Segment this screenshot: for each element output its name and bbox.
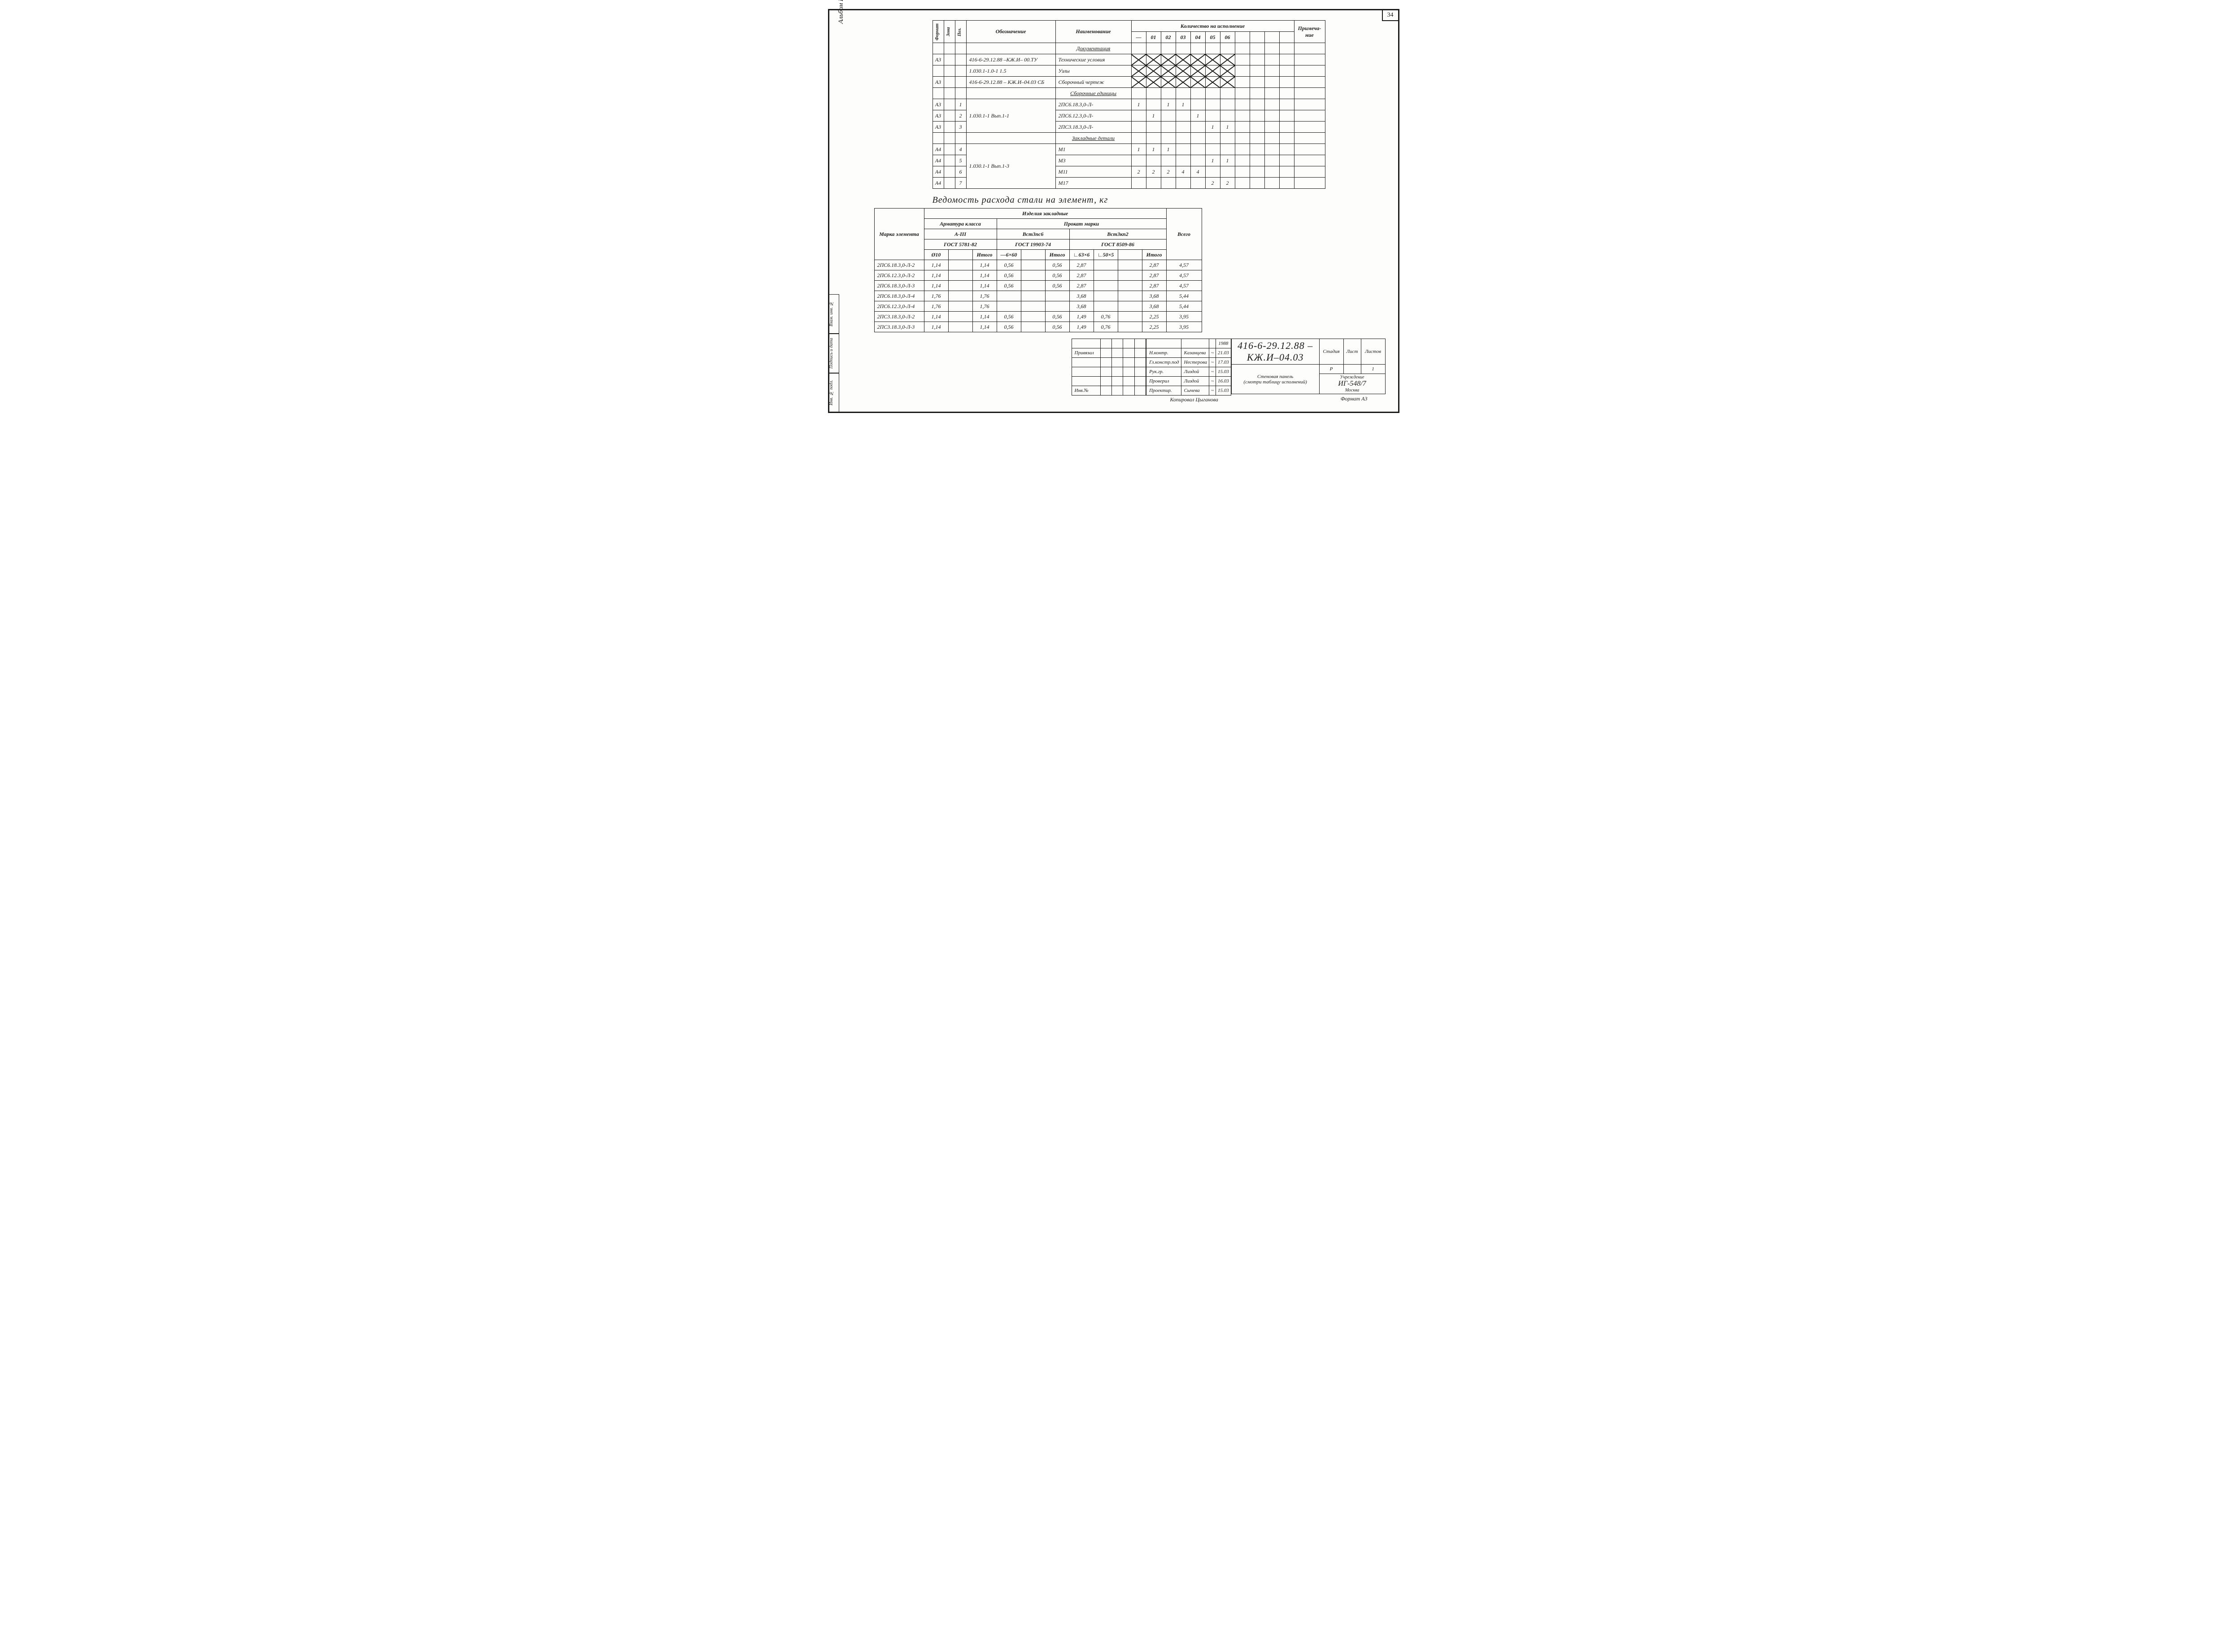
marka-cell: 2ПС6.12.3,0-Л-4 xyxy=(874,301,924,312)
year: 1988 xyxy=(1216,339,1231,348)
marka-cell: 2ПС3.18.3,0-Л-2 xyxy=(874,312,924,322)
doc-name2: (смотри таблицу исполнений) xyxy=(1233,379,1317,385)
v-list xyxy=(1343,365,1361,374)
h-listov: Листов xyxy=(1361,339,1385,365)
stamp-cell: Взам. инв. № xyxy=(828,294,839,334)
steel-row: 2ПС3.18.3,0-Л-21,141,140,560,561,490,762… xyxy=(874,312,1202,322)
col-oboz: Обозначение xyxy=(966,21,1055,43)
col-b60: —6×60 xyxy=(997,250,1021,260)
col-gostps: ГОСТ 19903-74 xyxy=(997,239,1069,250)
qty-col-head: 05 xyxy=(1205,32,1220,43)
col-it1: Итого xyxy=(972,250,997,260)
h-list: Лист xyxy=(1343,339,1361,365)
steel-row: 2ПС6.18.3,0-Л-21,141,140,560,562,872,874… xyxy=(874,260,1202,270)
spec-row: Документация xyxy=(933,43,1325,54)
col-l50: ∟50×5 xyxy=(1094,250,1118,260)
qty-col-head: 01 xyxy=(1146,32,1161,43)
stamp-cell: Подпись и дата xyxy=(828,334,839,373)
doc-name1: Стеновая панель xyxy=(1233,374,1317,379)
copied-by: Копировал Цыганова xyxy=(1170,396,1218,403)
col-it3: Итого xyxy=(1142,250,1166,260)
page-number: 34 xyxy=(1382,9,1399,21)
signature-row: Гл.констр.подНестерова~17.03 xyxy=(1146,358,1231,367)
col-prokat: Прокат марки xyxy=(997,219,1166,229)
qty-col-head: 04 xyxy=(1190,32,1205,43)
h-stadia: Стадия xyxy=(1319,339,1343,365)
col-zona: Зона xyxy=(946,22,953,41)
h-org: Учреждение xyxy=(1321,375,1383,380)
col-gostkp: ГОСТ 8509-86 xyxy=(1069,239,1166,250)
marka-cell: 2ПС6.18.3,0-Л-2 xyxy=(874,260,924,270)
v-city: Москва xyxy=(1321,388,1383,393)
signatures-grid: 1988 Н.контр.Казанцева~21.03Гл.констр.по… xyxy=(1146,339,1231,396)
spec-row: А311.030.1-1 Вып.1-12ПС6.18.3,0-Л-111 xyxy=(933,99,1325,110)
steel-row: 2ПС3.18.3,0-Л-31,141,140,560,561,490,762… xyxy=(874,322,1202,332)
signature-row: ПроверилЛиздой~16.03 xyxy=(1146,377,1231,386)
steel-statement-title: Ведомость расхода стали на элемент, кг xyxy=(933,195,1386,205)
col-marka: Марка элемента xyxy=(874,209,924,260)
steel-row: 2ПС6.18.3,0-Л-41,761,763,683,685,44 xyxy=(874,291,1202,301)
steel-table: Марка элемента Изделия закладные Всего А… xyxy=(874,208,1202,332)
col-it2: Итого xyxy=(1045,250,1069,260)
priv-label: Привязал xyxy=(1072,348,1100,358)
marka-cell: 2ПС6.12.3,0-Л-2 xyxy=(874,270,924,281)
steel-head: Марка элемента Изделия закладные Всего А… xyxy=(874,209,1202,260)
steel-row: 2ПС6.12.3,0-Л-41,761,763,683,685,44 xyxy=(874,301,1202,312)
col-format: Формат xyxy=(935,22,942,41)
col-arm: Арматура класса xyxy=(924,219,997,229)
left-binding-stamp: Инв. № подл. Подпись и дата Взам. инв. № xyxy=(828,294,839,413)
col-vsego: Всего xyxy=(1166,209,1202,260)
signature-row: Проектир.Сычева~15.03 xyxy=(1146,386,1231,396)
col-naim: Наименование xyxy=(1055,21,1131,43)
spec-head: Формат Зона Поз. Обозначение Наименовани… xyxy=(933,21,1325,43)
spec-row: Сборочные единицы xyxy=(933,88,1325,99)
spec-row: А3416-6-29.12.88 – КЖ.И–04.03 СБСборочны… xyxy=(933,77,1325,88)
spec-row: А441.030.1-1 Вып.1-3М1111 xyxy=(933,144,1325,155)
drawing-sheet: 34 Альбом IV Инв. № подл. Подпись и дата… xyxy=(828,9,1399,413)
qty-col-head: 06 xyxy=(1220,32,1235,43)
v-stadia: Р xyxy=(1319,365,1343,374)
qty-col-head: 03 xyxy=(1176,32,1190,43)
marka-cell: 2ПС6.18.3,0-Л-4 xyxy=(874,291,924,301)
v-listov: 1 xyxy=(1361,365,1385,374)
signature-row: Н.контр.Казанцева~21.03 xyxy=(1146,348,1231,358)
col-gosta: ГОСТ 5781-82 xyxy=(924,239,997,250)
marka-cell: 2ПС6.18.3,0-Л-3 xyxy=(874,281,924,291)
col-vstkp: Вст3кп2 xyxy=(1069,229,1166,239)
album-label: Альбом IV xyxy=(837,0,845,24)
revision-grid: Привязал Инв.№ xyxy=(1072,339,1146,396)
col-izd: Изделия закладные xyxy=(924,209,1166,219)
title-block: Привязал Инв.№ 1988 Н.контр.Казанцева~21… xyxy=(1072,339,1386,396)
steel-row: 2ПС6.12.3,0-Л-21,141,140,560,562,872,874… xyxy=(874,270,1202,281)
specification-table: Формат Зона Поз. Обозначение Наименовани… xyxy=(933,20,1325,189)
marka-cell: 2ПС3.18.3,0-Л-3 xyxy=(874,322,924,332)
col-poz: Поз. xyxy=(957,22,964,41)
stamp-cell: Инв. № подл. xyxy=(828,373,839,413)
v-org: ИГ-548/7 xyxy=(1321,380,1383,388)
spec-row: Закладные детали xyxy=(933,133,1325,144)
col-prim: Примеча- ние xyxy=(1294,21,1325,43)
sheet-format: Формат А3 xyxy=(1341,396,1368,402)
qty-col-head: 02 xyxy=(1161,32,1176,43)
doc-code: 416-6-29.12.88 – КЖ.И–04.03 xyxy=(1231,339,1319,365)
signature-row: Рук.гр.Лиздой~15.03 xyxy=(1146,367,1231,377)
spec-row: 1.030.1-1.0-1 1.5Узлы xyxy=(933,65,1325,77)
spec-row: А3416-6-29.12.88 –КЖ.И– 00.ТУТехнические… xyxy=(933,54,1325,65)
col-vstps: Вст3пс6 xyxy=(997,229,1069,239)
col-qty: Количество на исполнение xyxy=(1131,21,1294,32)
qty-col-head: — xyxy=(1131,32,1146,43)
inv-label: Инв.№ xyxy=(1072,386,1100,396)
col-a3: А-III xyxy=(924,229,997,239)
col-l63: ∟63×6 xyxy=(1069,250,1094,260)
steel-row: 2ПС6.18.3,0-Л-31,141,140,560,562,872,874… xyxy=(874,281,1202,291)
col-d10: Ø10 xyxy=(924,250,948,260)
main-title-grid: 416-6-29.12.88 – КЖ.И–04.03 Стадия Лист … xyxy=(1231,339,1386,394)
